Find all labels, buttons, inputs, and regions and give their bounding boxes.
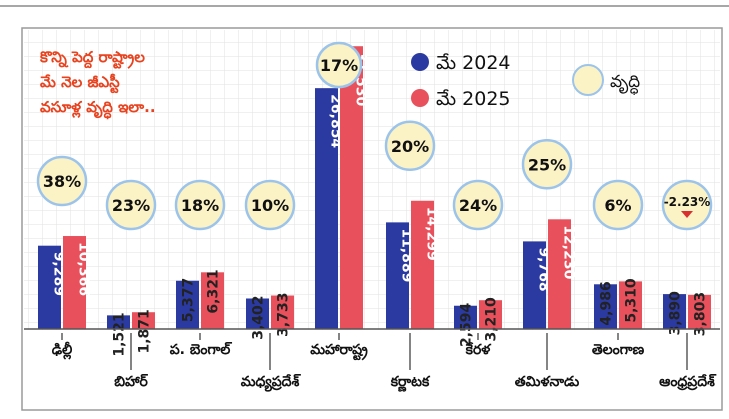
growth-bubble xyxy=(661,179,713,231)
decline-arrow-icon xyxy=(681,211,693,218)
growth-value: 17% xyxy=(320,56,358,75)
value-label: 9,289 xyxy=(51,252,67,296)
title-line: కొన్ని పెద్ద రాష్ట్రాల xyxy=(39,48,145,69)
growth-value: 18% xyxy=(181,196,219,215)
bar-may-2024 xyxy=(523,241,546,329)
bar-may-2024 xyxy=(386,222,409,329)
value-label: 3,402 xyxy=(251,295,267,339)
growth-bubble xyxy=(452,179,504,231)
value-label: 5,377 xyxy=(181,278,197,322)
bar-may-2025 xyxy=(271,295,294,329)
growth-bubble xyxy=(36,155,88,207)
legend-swatch xyxy=(411,89,429,107)
value-label: 4,986 xyxy=(599,281,615,325)
growth-bubble xyxy=(105,179,157,231)
growth-value: 20% xyxy=(391,137,429,156)
bar-may-2025 xyxy=(340,46,363,330)
legend: మే 2024 మే 2025 వృద్ధి xyxy=(411,52,640,110)
growth-bubbles: 38% 23% 18% 10% 17% 20% 24% 25% 6% -2.23% xyxy=(36,41,713,231)
value-label: 2,594 xyxy=(459,302,475,347)
growth-value: 6% xyxy=(604,196,631,215)
title-line: మే నెల జీఎస్టీ xyxy=(40,73,120,94)
growth-value: 10% xyxy=(251,196,289,215)
category-label: తమిళనాడు xyxy=(515,374,580,390)
value-label: 1,871 xyxy=(137,309,153,353)
value-label: 3,733 xyxy=(276,293,292,337)
bar-may-2025 xyxy=(548,219,571,329)
category-label: కర్ణాటక xyxy=(390,374,431,392)
category-label: ప. బెంగాల్ xyxy=(170,341,233,358)
legend-label: మే 2024 xyxy=(436,52,511,74)
growth-value: 23% xyxy=(112,196,150,215)
category-label: మధ్యప్రదేశ్ xyxy=(241,373,302,392)
growth-bubble xyxy=(521,139,573,190)
value-label: 12,230 xyxy=(561,225,577,279)
bar-may-2024 xyxy=(246,298,269,329)
legend-growth-swatch xyxy=(572,64,604,96)
value-label: 9,768 xyxy=(536,247,552,291)
category-labels: ఢిల్లీ బిహార్ ప. బెంగాల్ మధ్యప్రదేశ్ మహారాష్… xyxy=(52,333,717,392)
bar-may-2024 xyxy=(176,280,199,329)
growth-bubble xyxy=(174,179,226,231)
legend-swatch xyxy=(411,53,429,71)
growth-bubble xyxy=(592,179,644,231)
legend-growth-label: వృద్ధి xyxy=(610,72,640,95)
bar-may-2025 xyxy=(63,236,86,329)
value-label: 14,299 xyxy=(424,207,440,261)
value-label: 1,521 xyxy=(112,312,128,356)
bar-may-2025 xyxy=(132,312,155,329)
value-label: 5,310 xyxy=(624,278,640,323)
bar-may-2024 xyxy=(594,284,617,329)
category-label: బిహార్ xyxy=(114,373,148,390)
category-label: ఆంధ్రప్రదేశ్ xyxy=(659,373,717,391)
bars: 9,289 10,366 1,521 1,871 5,377 6,321 3,402 3,73… xyxy=(38,46,711,357)
chart-title: కొన్ని పెద్ద రాష్ట్రాల మే నెల జీఎస్టీ వసూళ… xyxy=(39,48,156,120)
category-label: ఢిల్లీ xyxy=(52,342,73,360)
category-label: తెలంగాణ xyxy=(592,342,645,358)
bar-may-2024 xyxy=(107,315,130,329)
value-label: 6,321 xyxy=(206,269,222,313)
title-line: వసూళ్ల వృద్ధి ఇలా.. xyxy=(40,98,156,120)
growth-value: 38% xyxy=(43,172,81,191)
growth-value: -2.23% xyxy=(664,195,711,209)
bar-may-2024 xyxy=(315,88,338,329)
bar-may-2024 xyxy=(38,245,61,329)
category-label: మహారాష్ట్ర xyxy=(310,342,368,361)
bar-may-2025 xyxy=(411,200,434,329)
value-label: 3,803 xyxy=(693,292,709,336)
value-label: 3,210 xyxy=(484,297,500,342)
growth-value: 24% xyxy=(459,196,497,215)
growth-bubble xyxy=(384,120,436,172)
category-label: కేరళ xyxy=(465,342,493,358)
value-label: 3,890 xyxy=(668,291,684,336)
bar-may-2024 xyxy=(454,305,477,329)
growth-bubble xyxy=(244,179,296,231)
growth-bubble xyxy=(315,41,363,89)
value-label: 10,366 xyxy=(76,242,92,296)
legend-label: మే 2025 xyxy=(436,88,511,110)
growth-value: 25% xyxy=(528,155,566,174)
value-label: 11,889 xyxy=(399,228,415,282)
bar-may-2025 xyxy=(201,272,224,329)
bar-may-2025 xyxy=(619,281,642,329)
bar-may-2024 xyxy=(663,294,686,329)
bar-may-2025 xyxy=(479,300,502,329)
value-label: 26,854 xyxy=(328,94,344,148)
bar-may-2025 xyxy=(688,294,711,329)
